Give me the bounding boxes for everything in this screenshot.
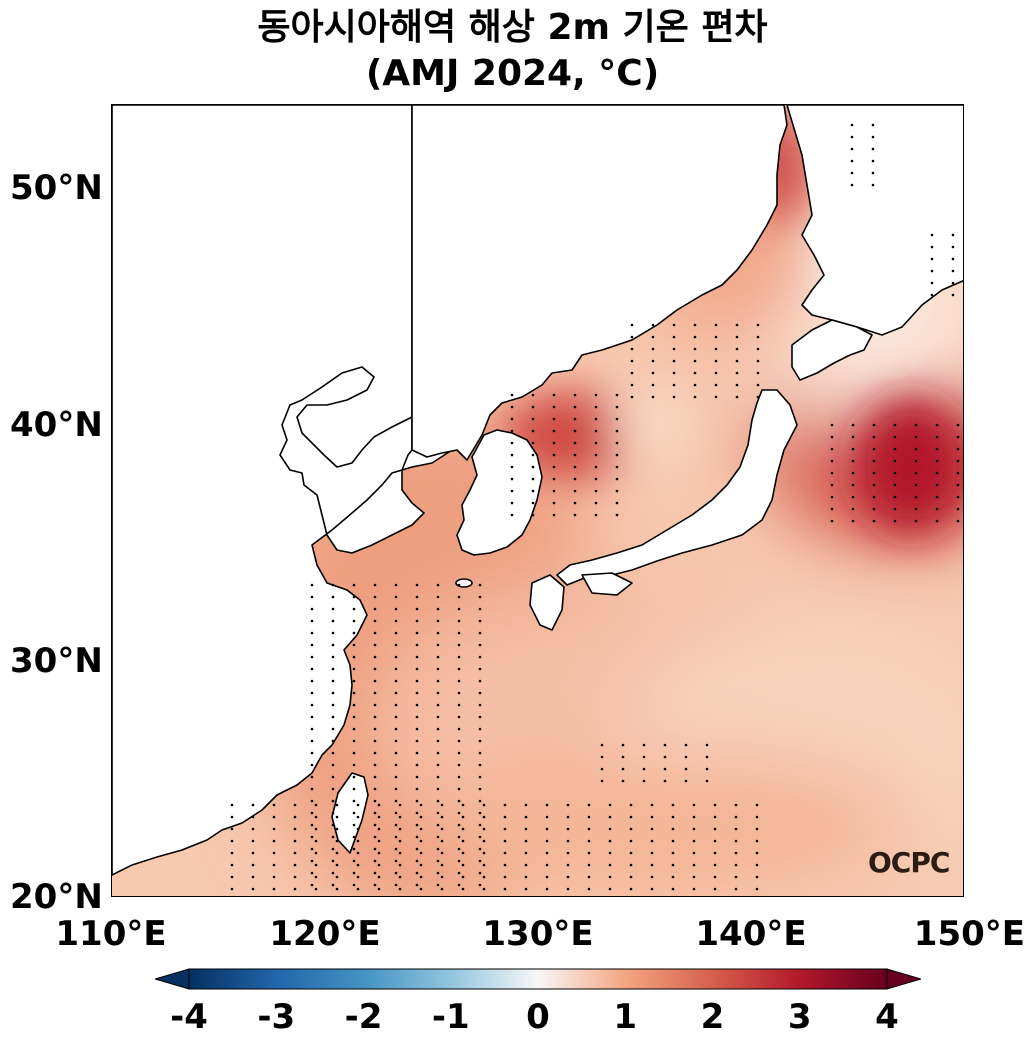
ocpc-logo: OCPC	[868, 846, 950, 879]
land	[112, 105, 963, 876]
map-panel	[111, 104, 964, 897]
okhotsk-land	[786, 105, 963, 336]
lat-tick-label: 20°N	[10, 877, 103, 917]
lat-tick-label: 50°N	[10, 168, 103, 208]
colorbar-tick-label: -4	[170, 997, 208, 1037]
lat-tick-label: 40°N	[10, 405, 103, 445]
map-title: 동아시아해역 해상 2m 기온 편차	[257, 7, 768, 48]
colorbar-extend-min	[155, 968, 190, 990]
map-subtitle: (AMJ 2024, °C)	[365, 53, 660, 94]
lon-tick-label: 130°E	[482, 914, 594, 954]
colorbar-tick-label: -3	[257, 997, 296, 1037]
colorbar	[155, 968, 921, 990]
hokkaido	[791, 319, 873, 381]
colorbar-tick-label: 0	[526, 997, 550, 1037]
significance-stippling	[230, 123, 960, 891]
colorbar-extend-max	[886, 968, 921, 990]
honshu	[556, 389, 798, 586]
colorbar-tick-label: 2	[700, 997, 725, 1037]
colorbar-tick-label: -1	[431, 997, 470, 1037]
colorbar-tick-label: 4	[875, 997, 899, 1037]
korean-peninsula	[456, 429, 543, 556]
lat-tick-label: 30°N	[10, 641, 103, 681]
shikoku	[581, 572, 633, 596]
lon-tick-label: 110°E	[55, 914, 167, 954]
continent-coastline	[112, 105, 473, 876]
lon-tick-label: 140°E	[695, 914, 807, 954]
lon-tick-label: 150°E	[913, 914, 1025, 954]
colorbar-tick-label: 1	[613, 997, 638, 1037]
colorbar-tick-label: 3	[787, 997, 812, 1037]
colorbar-tick-label: -2	[344, 997, 383, 1037]
taiwan	[331, 772, 369, 854]
kyushu	[529, 574, 565, 631]
lon-tick-label: 120°E	[269, 914, 381, 954]
korea-manchuria-coastline	[411, 105, 788, 461]
anomaly-map	[112, 105, 963, 896]
colorbar-gradient	[188, 968, 888, 990]
